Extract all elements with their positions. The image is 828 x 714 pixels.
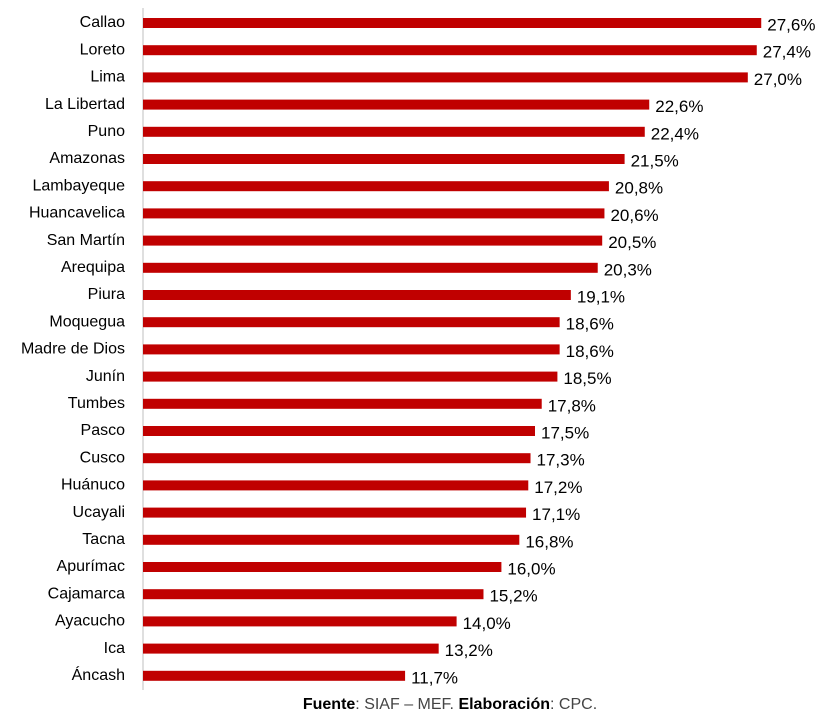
bar (143, 45, 757, 56)
category-label: Piura (88, 286, 125, 303)
data-label: 16,0% (507, 559, 555, 578)
bar (143, 317, 560, 328)
source-label: Fuente (303, 696, 356, 713)
source-note: Fuente: SIAF – MEF. Elaboración: CPC. (303, 696, 597, 713)
data-label: 18,6% (566, 315, 614, 334)
bar (143, 181, 609, 192)
bar (143, 453, 531, 464)
category-label: Lima (90, 69, 125, 86)
bar (143, 344, 560, 355)
category-label: Callao (80, 14, 125, 31)
bar (143, 562, 502, 572)
data-label: 22,6% (655, 97, 703, 116)
category-label: La Libertad (45, 96, 125, 113)
data-label: 17,8% (548, 396, 596, 415)
category-label: Arequipa (61, 259, 125, 276)
category-label: Ucayali (73, 504, 125, 521)
category-label: Áncash (72, 665, 125, 684)
data-label: 17,2% (534, 478, 582, 497)
bar (143, 643, 439, 654)
data-label: 20,6% (610, 206, 658, 225)
bar (143, 72, 748, 83)
source-text: : SIAF – MEF. (355, 696, 458, 713)
category-label: Loreto (80, 41, 125, 58)
data-label: 21,5% (631, 151, 679, 170)
category-label: Amazonas (49, 150, 125, 167)
source-text: : CPC. (550, 696, 597, 713)
bar (143, 670, 406, 681)
bar (143, 616, 457, 627)
category-label: San Martín (47, 232, 125, 249)
data-label: 18,5% (563, 369, 611, 388)
data-label: 13,2% (445, 641, 493, 660)
bar (143, 235, 603, 246)
data-label: 16,8% (525, 532, 573, 551)
bar (143, 208, 605, 219)
bar (143, 371, 558, 382)
data-label: 20,5% (608, 233, 656, 252)
category-label: Pasco (81, 422, 126, 439)
category-label: Madre de Dios (21, 341, 125, 358)
category-label: Tacna (82, 531, 125, 548)
category-label: Ica (104, 640, 125, 657)
bar (143, 426, 535, 436)
category-label: Apurímac (57, 558, 125, 575)
bar (143, 18, 762, 28)
data-label: 17,3% (537, 451, 585, 470)
data-label: 20,3% (604, 260, 652, 279)
category-label: Lambayeque (32, 177, 125, 194)
source-label: Elaboración (458, 696, 550, 713)
data-label: 17,1% (532, 505, 580, 524)
category-label: Huánuco (61, 477, 125, 494)
category-label: Puno (88, 123, 125, 140)
bar (143, 507, 527, 518)
bar (143, 99, 650, 110)
data-label: 20,8% (615, 179, 663, 198)
data-label: 14,0% (463, 614, 511, 633)
bar (143, 290, 571, 300)
data-label: 27,6% (767, 15, 815, 34)
data-label: 17,5% (541, 423, 589, 442)
data-label: 18,6% (566, 342, 614, 361)
data-label: 22,4% (651, 124, 699, 143)
bar (143, 126, 645, 137)
data-label: 15,2% (489, 587, 537, 606)
data-label: 27,4% (763, 43, 811, 62)
category-label: Tumbes (68, 395, 125, 412)
category-label: Ayacucho (55, 613, 125, 630)
data-label: 19,1% (577, 287, 625, 306)
data-label: 11,7% (411, 668, 458, 687)
category-label: Cajamarca (48, 585, 125, 602)
bar (143, 480, 529, 491)
category-label: Junín (86, 368, 125, 385)
data-label: 27,0% (754, 70, 802, 89)
category-label: Huancavelica (29, 205, 125, 222)
bar (143, 589, 484, 600)
bar (143, 262, 598, 273)
bar (143, 534, 520, 545)
bar (143, 154, 625, 164)
category-label: Cusco (80, 449, 125, 466)
bar (143, 398, 542, 409)
category-label: Moquegua (49, 313, 125, 330)
